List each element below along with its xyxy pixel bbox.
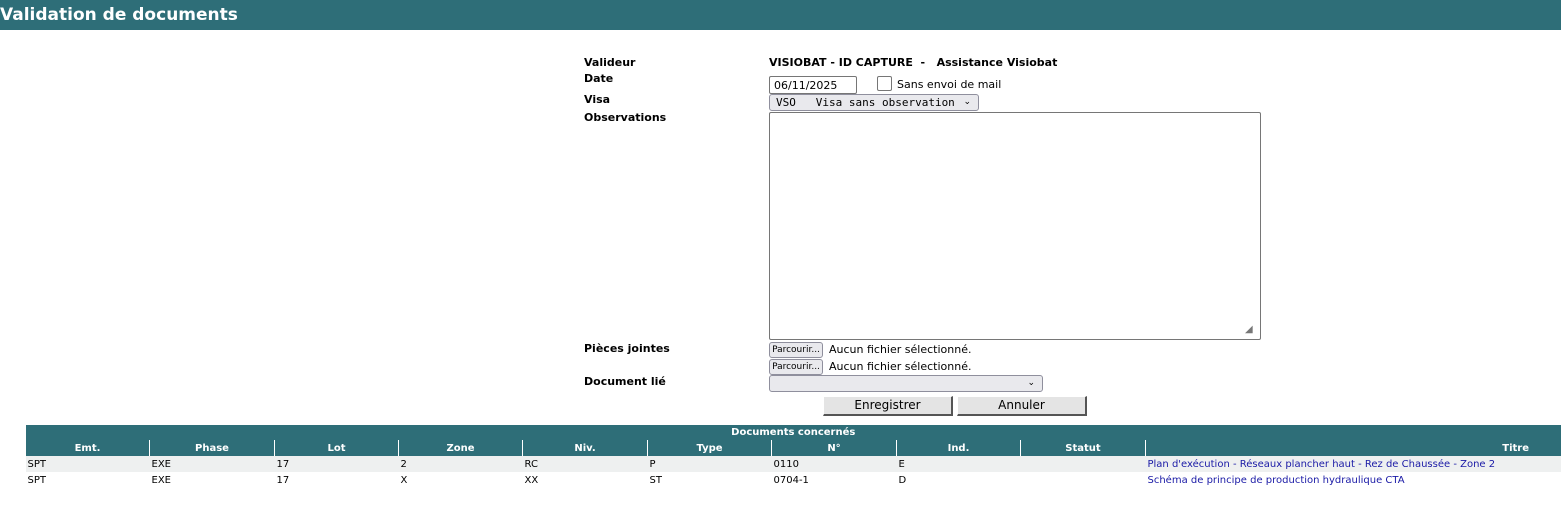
no-mail-label: Sans envoi de mail bbox=[897, 78, 1002, 91]
browse-button-1[interactable]: Parcourir... bbox=[769, 342, 823, 358]
cell-niv: RC bbox=[522, 456, 648, 472]
col-zone[interactable]: Zone bbox=[398, 440, 523, 456]
cell-statut bbox=[1021, 472, 1146, 488]
col-type[interactable]: Type bbox=[647, 440, 772, 456]
observations-label: Observations bbox=[584, 111, 667, 124]
col-statut[interactable]: Statut bbox=[1020, 440, 1146, 456]
col-phase[interactable]: Phase bbox=[149, 440, 275, 456]
col-numero[interactable]: N° bbox=[771, 440, 897, 456]
no-file-text-1: Aucun fichier sélectionné. bbox=[829, 343, 972, 356]
chevron-down-icon: ⌄ bbox=[963, 97, 971, 107]
no-mail-checkbox[interactable] bbox=[877, 76, 892, 91]
chevron-down-icon: ⌄ bbox=[1027, 378, 1035, 388]
date-input[interactable]: 06/11/2025 bbox=[769, 76, 857, 94]
visa-value: VSO Visa sans observation bbox=[776, 96, 955, 109]
table-row: SPT EXE 17 X XX ST 0704-1 D Schéma de pr… bbox=[26, 472, 1561, 488]
page-title: Validation de documents bbox=[0, 0, 1561, 30]
resize-handle-icon[interactable]: ◢ bbox=[1245, 324, 1253, 335]
table-row: SPT EXE 17 2 RC P 0110 E Plan d'exécutio… bbox=[25, 456, 1561, 472]
cell-phase: EXE bbox=[149, 456, 275, 472]
cell-zone: X bbox=[400, 474, 408, 486]
validator-value: VISIOBAT - ID CAPTURE - Assistance Visio… bbox=[769, 56, 1058, 69]
date-label: Date bbox=[584, 72, 614, 85]
save-button[interactable]: Enregistrer bbox=[823, 396, 953, 416]
cell-lot: 17 bbox=[274, 456, 399, 472]
browse-button-2[interactable]: Parcourir... bbox=[769, 359, 823, 375]
no-file-text-2: Aucun fichier sélectionné. bbox=[829, 360, 972, 373]
linked-doc-label: Document lié bbox=[584, 375, 666, 388]
documents-table: Documents concernés Emt. Phase Lot Zone … bbox=[25, 425, 1561, 488]
cell-titre-link[interactable]: Schéma de principe de production hydraul… bbox=[1147, 474, 1405, 486]
visa-label: Visa bbox=[584, 93, 611, 106]
cell-phase: EXE bbox=[151, 474, 172, 486]
attachments-label: Pièces jointes bbox=[584, 342, 670, 355]
cell-niv: XX bbox=[524, 474, 539, 486]
col-emt[interactable]: Emt. bbox=[25, 440, 150, 456]
cell-zone: 2 bbox=[398, 456, 523, 472]
col-lot[interactable]: Lot bbox=[274, 440, 399, 456]
cell-emt: SPT bbox=[25, 456, 150, 472]
validator-label: Valideur bbox=[584, 56, 636, 69]
cell-ind: D bbox=[898, 474, 907, 486]
cell-titre-link[interactable]: Plan d'exécution - Réseaux plancher haut… bbox=[1145, 456, 1561, 472]
cell-type: P bbox=[647, 456, 772, 472]
observations-textarea[interactable] bbox=[769, 112, 1261, 340]
col-ind[interactable]: Ind. bbox=[896, 440, 1021, 456]
cell-lot: 17 bbox=[276, 474, 290, 486]
cell-statut bbox=[1020, 456, 1146, 472]
cell-type: ST bbox=[649, 474, 662, 486]
visa-select[interactable]: VSO Visa sans observation ⌄ bbox=[769, 94, 979, 111]
cancel-button[interactable]: Annuler bbox=[957, 396, 1087, 416]
cell-emt: SPT bbox=[27, 474, 47, 486]
cell-numero: 0704-1 bbox=[773, 474, 809, 486]
linked-doc-select[interactable]: ⌄ bbox=[769, 375, 1043, 392]
col-niv[interactable]: Niv. bbox=[522, 440, 648, 456]
table-caption: Documents concernés bbox=[25, 425, 1561, 440]
cell-ind: E bbox=[896, 456, 1021, 472]
cell-numero: 0110 bbox=[771, 456, 897, 472]
col-titre[interactable]: Titre bbox=[1145, 440, 1561, 456]
